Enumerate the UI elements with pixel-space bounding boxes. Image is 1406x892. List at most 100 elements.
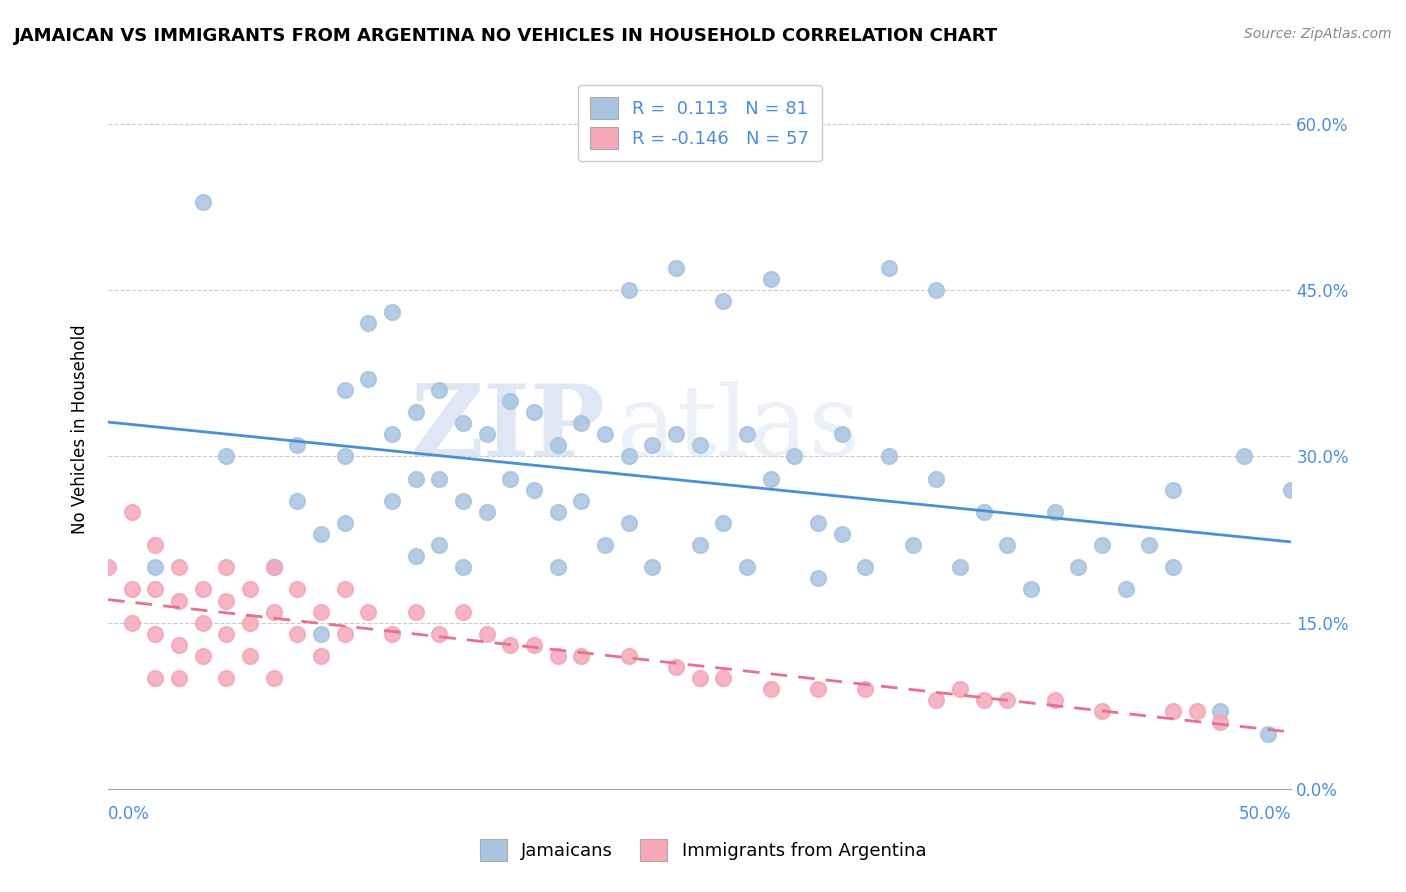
Point	[617, 648, 640, 663]
Point	[617, 450, 640, 464]
Point	[523, 638, 546, 652]
Point	[143, 560, 166, 574]
Point	[143, 582, 166, 597]
Point	[309, 648, 332, 663]
Point	[215, 560, 238, 574]
Point	[405, 549, 427, 564]
Point	[143, 538, 166, 552]
Text: ZIP: ZIP	[411, 380, 605, 477]
Text: 0.0%: 0.0%	[108, 805, 150, 823]
Point	[1043, 693, 1066, 707]
Point	[263, 560, 285, 574]
Point	[973, 505, 995, 519]
Text: atlas: atlas	[617, 381, 859, 476]
Point	[357, 372, 380, 386]
Point	[855, 560, 877, 574]
Point	[451, 605, 474, 619]
Point	[547, 560, 569, 574]
Point	[1019, 582, 1042, 597]
Point	[713, 294, 735, 309]
Point	[949, 560, 972, 574]
Point	[547, 438, 569, 452]
Point	[523, 405, 546, 419]
Point	[1161, 560, 1184, 574]
Point	[333, 383, 356, 397]
Point	[1161, 704, 1184, 718]
Point	[1091, 704, 1114, 718]
Point	[357, 605, 380, 619]
Point	[665, 260, 688, 275]
Point	[451, 560, 474, 574]
Point	[191, 615, 214, 630]
Point	[617, 516, 640, 530]
Point	[239, 615, 262, 630]
Point	[285, 626, 308, 640]
Point	[451, 493, 474, 508]
Point	[901, 538, 924, 552]
Point	[877, 260, 900, 275]
Point	[925, 472, 948, 486]
Point	[569, 416, 592, 430]
Point	[381, 305, 404, 319]
Point	[949, 682, 972, 697]
Point	[665, 427, 688, 442]
Point	[1209, 704, 1232, 718]
Point	[807, 571, 830, 585]
Point	[167, 671, 190, 685]
Point	[1281, 483, 1303, 497]
Point	[1067, 560, 1090, 574]
Point	[593, 538, 616, 552]
Point	[263, 605, 285, 619]
Point	[997, 693, 1019, 707]
Point	[1115, 582, 1137, 597]
Point	[381, 427, 404, 442]
Point	[405, 605, 427, 619]
Point	[427, 472, 450, 486]
Point	[1209, 715, 1232, 730]
Point	[475, 427, 498, 442]
Point	[121, 505, 143, 519]
Point	[215, 593, 238, 607]
Legend: R =  0.113   N = 81, R = -0.146   N = 57: R = 0.113 N = 81, R = -0.146 N = 57	[578, 85, 821, 161]
Point	[1257, 726, 1279, 740]
Point	[689, 438, 711, 452]
Text: JAMAICAN VS IMMIGRANTS FROM ARGENTINA NO VEHICLES IN HOUSEHOLD CORRELATION CHART: JAMAICAN VS IMMIGRANTS FROM ARGENTINA NO…	[14, 27, 998, 45]
Point	[997, 538, 1019, 552]
Point	[239, 582, 262, 597]
Point	[641, 560, 664, 574]
Point	[877, 450, 900, 464]
Point	[689, 538, 711, 552]
Y-axis label: No Vehicles in Household: No Vehicles in Household	[72, 324, 89, 533]
Point	[333, 516, 356, 530]
Point	[167, 638, 190, 652]
Point	[309, 527, 332, 541]
Point	[191, 194, 214, 209]
Point	[263, 671, 285, 685]
Point	[191, 648, 214, 663]
Point	[215, 626, 238, 640]
Text: 50.0%: 50.0%	[1239, 805, 1292, 823]
Point	[215, 450, 238, 464]
Point	[309, 605, 332, 619]
Legend: Jamaicans, Immigrants from Argentina: Jamaicans, Immigrants from Argentina	[467, 827, 939, 874]
Point	[333, 582, 356, 597]
Point	[381, 626, 404, 640]
Point	[713, 671, 735, 685]
Point	[427, 626, 450, 640]
Point	[759, 472, 782, 486]
Point	[783, 450, 806, 464]
Point	[309, 626, 332, 640]
Point	[405, 405, 427, 419]
Point	[1091, 538, 1114, 552]
Point	[547, 505, 569, 519]
Point	[617, 283, 640, 297]
Point	[807, 516, 830, 530]
Point	[735, 560, 758, 574]
Point	[143, 671, 166, 685]
Point	[121, 615, 143, 630]
Point	[97, 560, 120, 574]
Point	[807, 682, 830, 697]
Point	[831, 427, 853, 442]
Point	[973, 693, 995, 707]
Point	[285, 438, 308, 452]
